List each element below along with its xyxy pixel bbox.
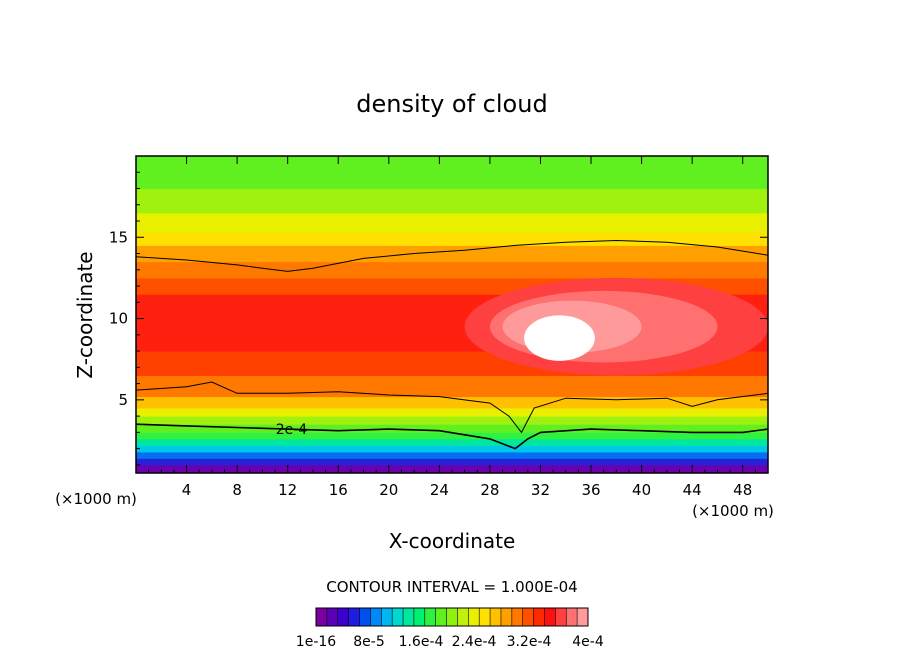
x-unit-left: (×1000 m) bbox=[55, 490, 137, 508]
chart-title: density of cloud bbox=[356, 90, 547, 118]
colorbar-swatch bbox=[544, 608, 556, 626]
density-band-18 bbox=[136, 188, 768, 214]
colorbar-label: 4e-4 bbox=[572, 634, 604, 650]
density-band-10 bbox=[136, 375, 768, 398]
density-band-9 bbox=[136, 396, 768, 409]
y-tick-label: 5 bbox=[118, 391, 128, 409]
colorbar-swatch bbox=[348, 608, 360, 626]
colorbar-swatch bbox=[457, 608, 469, 626]
colorbar-swatch bbox=[381, 608, 393, 626]
x-tick-label: 4 bbox=[182, 481, 192, 499]
cloud-core-3 bbox=[524, 315, 595, 361]
colorbar-swatch bbox=[522, 608, 534, 626]
density-band-17 bbox=[136, 212, 768, 233]
x-tick-label: 20 bbox=[379, 481, 398, 499]
x-tick-label: 40 bbox=[632, 481, 651, 499]
density-band-3 bbox=[136, 445, 768, 453]
density-band-2 bbox=[136, 451, 768, 459]
contour-line-0 bbox=[136, 239, 768, 272]
colorbar-swatch bbox=[468, 608, 480, 626]
colorbar-swatch bbox=[500, 608, 513, 626]
colorbar-swatch bbox=[511, 608, 524, 626]
colorbar-label: 1.6e-4 bbox=[399, 634, 444, 650]
contour-line-1 bbox=[136, 381, 768, 434]
y-tick-label: 15 bbox=[109, 228, 128, 246]
colorbar-label: 1e-16 bbox=[296, 634, 336, 650]
contour-line-2 bbox=[136, 423, 768, 450]
colorbar-swatch bbox=[577, 608, 589, 626]
colorbar-labels: 1e-16 8e-5 1.6e-4 2.4e-4 3.2e-4 4e-4 bbox=[296, 634, 604, 650]
x-tick-label: 16 bbox=[329, 481, 348, 499]
density-band-14 bbox=[136, 261, 768, 279]
density-band-19 bbox=[136, 156, 768, 190]
colorbar-swatch bbox=[413, 608, 426, 626]
x-tick-label: 36 bbox=[581, 481, 600, 499]
colorbar-swatch bbox=[337, 608, 349, 626]
x-tick-label: 48 bbox=[733, 481, 752, 499]
colorbar-swatch bbox=[479, 608, 491, 626]
colorbar-swatch bbox=[566, 608, 578, 626]
x-tick-label: 12 bbox=[278, 481, 297, 499]
colorbar bbox=[315, 607, 589, 627]
colorbar-swatch bbox=[326, 608, 339, 626]
density-band-6 bbox=[136, 424, 768, 433]
contour-lines bbox=[136, 239, 768, 450]
colorbar-swatch bbox=[490, 608, 502, 626]
density-band-8 bbox=[136, 407, 768, 417]
density-band-15 bbox=[136, 245, 768, 263]
x-tick-label: 32 bbox=[531, 481, 550, 499]
density-band-1 bbox=[136, 458, 768, 466]
x-unit-right: (×1000 m) bbox=[692, 502, 774, 520]
colorbar-frame bbox=[315, 607, 589, 627]
density-band-5 bbox=[136, 432, 768, 440]
x-tick-label: 44 bbox=[683, 481, 702, 499]
colorbar-swatch bbox=[370, 608, 382, 626]
density-band-16 bbox=[136, 232, 768, 246]
colorbar-swatch bbox=[392, 608, 404, 626]
y-tick-label: 10 bbox=[109, 310, 128, 328]
colorbar-swatch bbox=[359, 608, 371, 626]
y-axis-label: Z-coordinate bbox=[73, 251, 97, 378]
y-axis: 5 10 15 bbox=[109, 171, 768, 466]
x-tick-label: 8 bbox=[232, 481, 242, 499]
colorbar-swatch bbox=[424, 608, 436, 626]
colorbar-swatch bbox=[316, 608, 328, 626]
density-band-7 bbox=[136, 416, 768, 425]
x-tick-label: 24 bbox=[430, 481, 449, 499]
colorbar-swatch bbox=[403, 608, 415, 626]
contour-interval-text: CONTOUR INTERVAL = 1.000E-04 bbox=[326, 578, 577, 596]
x-axis: 4 8 12 16 20 24 28 32 36 40 44 48 bbox=[148, 156, 756, 499]
colorbar-label: 2.4e-4 bbox=[452, 634, 497, 650]
density-band-4 bbox=[136, 438, 768, 446]
colorbar-swatch bbox=[533, 608, 545, 626]
contour-value-label: 2e-4 bbox=[276, 422, 308, 438]
colorbar-swatch bbox=[446, 608, 458, 626]
density-band-0 bbox=[136, 464, 768, 473]
x-tick-label: 28 bbox=[480, 481, 499, 499]
colorbar-swatch bbox=[555, 608, 567, 626]
colorbar-label: 8e-5 bbox=[353, 634, 384, 650]
plot-area bbox=[136, 156, 768, 473]
colorbar-swatch bbox=[435, 608, 447, 626]
colorbar-label: 3.2e-4 bbox=[507, 634, 552, 650]
x-axis-label: X-coordinate bbox=[389, 529, 516, 553]
